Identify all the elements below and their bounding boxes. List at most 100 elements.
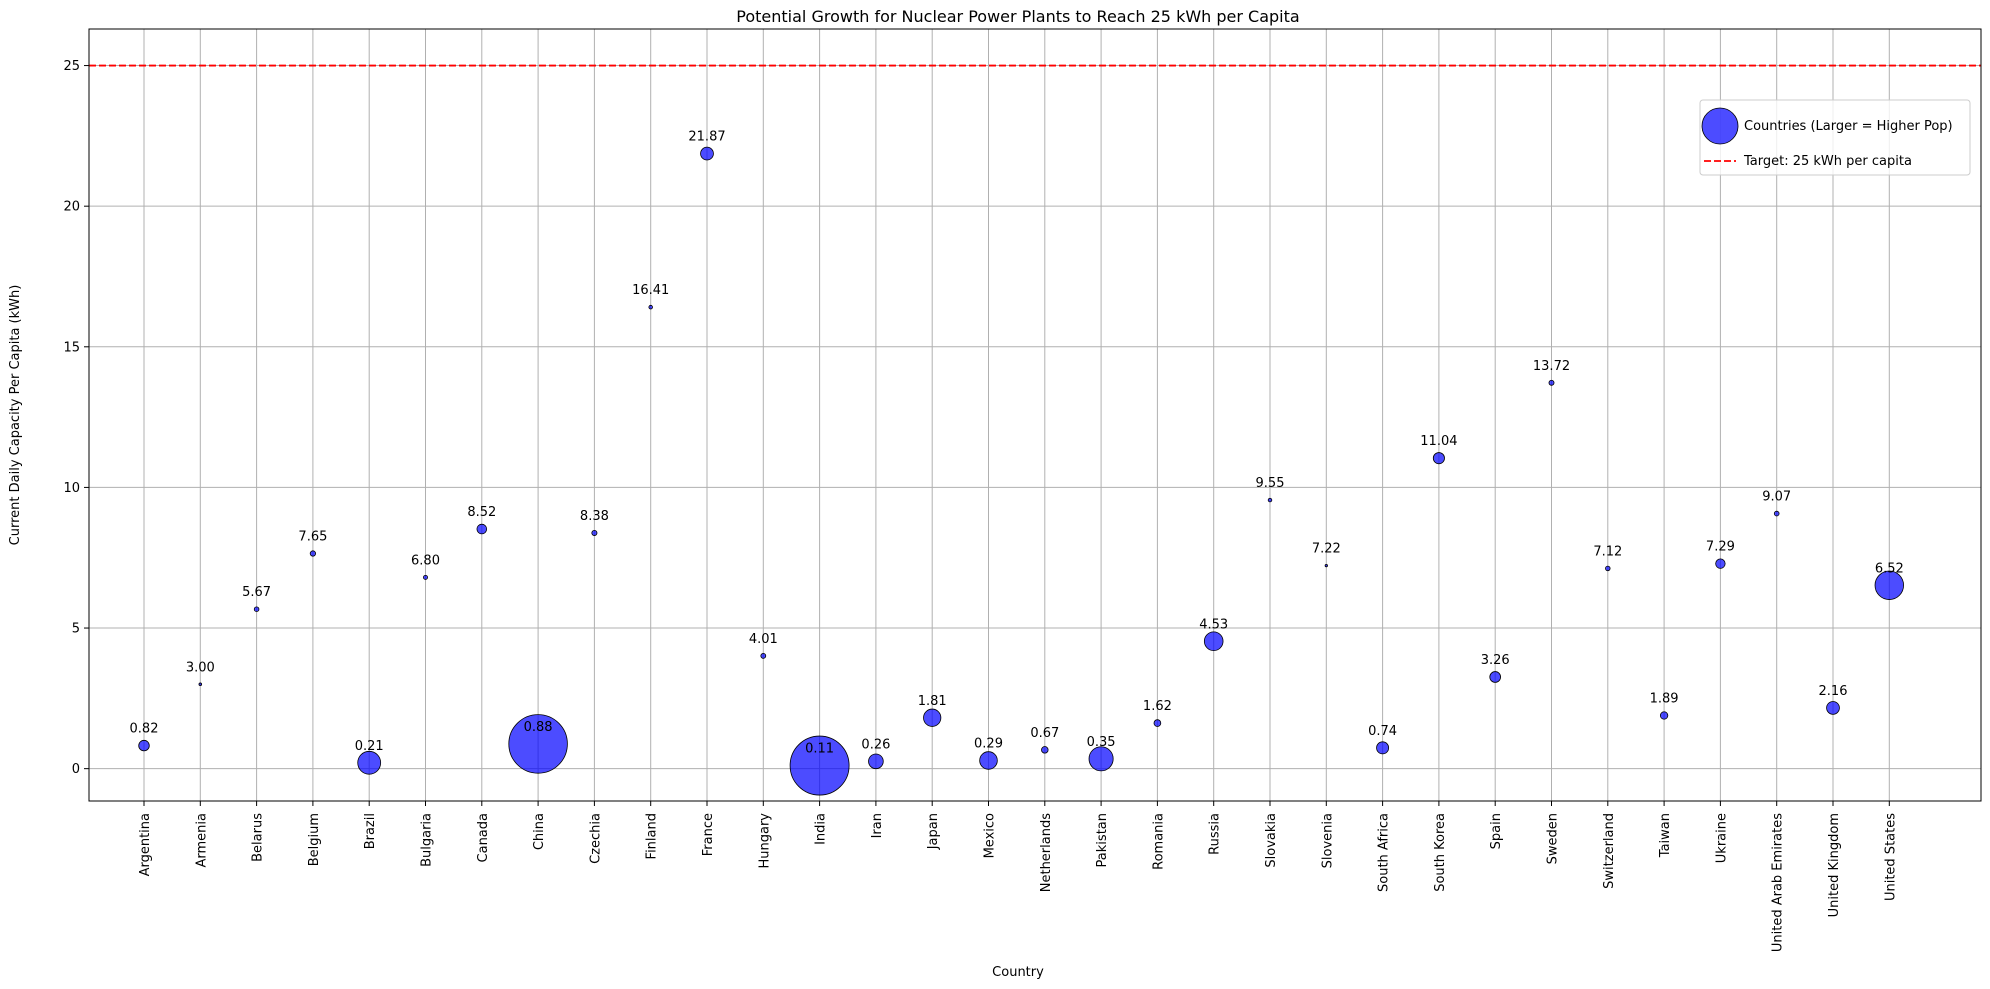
bubble (979, 751, 998, 770)
data-label: 1.89 (1650, 692, 1679, 707)
x-tick-label: United Arab Emirates (1771, 813, 1786, 952)
bubble (1605, 565, 1611, 572)
y-axis: 0 5 10 15 20 25 (63, 59, 89, 777)
bubble (1041, 746, 1049, 754)
bubble (476, 523, 488, 535)
bubble (1826, 701, 1840, 715)
x-tick-label: Canada (476, 813, 491, 862)
bubble (1088, 746, 1114, 772)
data-label: 2.16 (1819, 684, 1848, 699)
chart-title: Potential Growth for Nuclear Power Plant… (736, 7, 1299, 26)
x-tick-label: Spain (1489, 813, 1504, 849)
data-label: 7.29 (1706, 540, 1735, 555)
bubble-layer (138, 146, 1904, 796)
bubble (423, 574, 428, 580)
x-tick-label: Czechia (588, 813, 603, 864)
legend-series-label: Countries (Larger = Higher Pop) (1744, 119, 1953, 134)
x-tick-label: Switzerland (1602, 813, 1617, 889)
bubble (1432, 452, 1445, 465)
bubble (789, 735, 850, 796)
data-label: 5.67 (242, 585, 271, 600)
data-label: 0.29 (974, 737, 1003, 752)
bubble (309, 550, 316, 557)
data-label: 1.81 (918, 694, 947, 709)
bubble (198, 682, 203, 687)
x-tick-label: South Africa (1377, 813, 1392, 892)
bubble (591, 529, 598, 536)
legend: Countries (Larger = Higher Pop) Target: … (1699, 99, 1971, 176)
bubble (1153, 719, 1162, 727)
data-label: 7.22 (1312, 542, 1341, 557)
data-label: 0.26 (861, 737, 890, 752)
bubble (1773, 510, 1780, 517)
data-label: 0.74 (1368, 724, 1397, 739)
bubble (1659, 711, 1669, 720)
x-tick-label: Slovenia (1320, 813, 1335, 868)
bubble (138, 739, 150, 752)
x-tick-label: Iran (870, 813, 885, 838)
bubble (1715, 558, 1726, 569)
data-label: 6.52 (1875, 561, 1904, 576)
x-tick-label: Argentina (138, 813, 153, 876)
x-tick-label: Japan (926, 813, 941, 850)
bubble (357, 750, 382, 775)
legend-bubble-marker (1701, 107, 1739, 145)
x-tick-label: Netherlands (1039, 813, 1054, 892)
data-label: 8.52 (467, 505, 496, 520)
bubble (923, 708, 942, 727)
x-tick-label: Brazil (363, 813, 378, 849)
y-axis-label: Current Daily Capacity Per Capita (kWh) (8, 285, 23, 546)
data-label: 1.62 (1143, 699, 1172, 714)
bubble (1489, 671, 1501, 683)
x-tick-label: Romania (1151, 813, 1166, 870)
data-label: 3.00 (186, 660, 215, 675)
data-label: 11.04 (1420, 434, 1457, 449)
data-label: 16.41 (632, 283, 669, 298)
data-label: 0.82 (130, 722, 159, 737)
x-tick-label: Slovakia (1264, 813, 1279, 868)
x-tick-label: Taiwan (1658, 813, 1673, 858)
bubble (1267, 497, 1273, 503)
bubble (1874, 570, 1904, 600)
data-label: 0.21 (355, 739, 384, 754)
x-axis-label: Country (992, 965, 1044, 980)
data-label: 8.38 (580, 509, 609, 524)
y-tick-label: 10 (63, 481, 80, 496)
data-label: 9.55 (1256, 476, 1285, 491)
bubble (1324, 564, 1328, 568)
data-label: 0.35 (1087, 735, 1116, 750)
x-axis: Argentina Armenia Belarus Belgium Brazil Bulg… (138, 801, 1898, 952)
x-tick-label: Pakistan (1095, 813, 1110, 867)
x-tick-label: United States (1883, 813, 1898, 901)
x-tick-label: Sweden (1546, 813, 1561, 864)
bubble (1203, 631, 1224, 652)
x-tick-label: Russia (1208, 813, 1223, 855)
x-tick-label: Ukraine (1714, 813, 1729, 863)
x-tick-label: Hungary (757, 813, 772, 869)
bubble (508, 714, 568, 774)
bubble (253, 606, 260, 612)
x-tick-label: China (532, 813, 547, 850)
x-tick-label: France (701, 813, 716, 856)
data-label: 0.88 (524, 720, 553, 735)
y-tick-label: 25 (63, 59, 80, 74)
data-label: 4.01 (749, 632, 778, 647)
data-label: 3.26 (1481, 653, 1510, 668)
legend-box (1699, 99, 1971, 176)
x-tick-label: South Korea (1433, 813, 1448, 892)
y-tick-label: 15 (63, 340, 80, 355)
data-label: 13.72 (1533, 359, 1570, 374)
data-label: 21.87 (688, 130, 725, 145)
x-tick-label: Belgium (307, 813, 322, 866)
data-label: 9.07 (1762, 490, 1791, 505)
x-tick-label: United Kingdom (1827, 813, 1842, 917)
data-label: 0.11 (805, 742, 834, 757)
bubble (1548, 379, 1555, 386)
data-label: 6.80 (411, 553, 440, 568)
x-tick-label: Belarus (251, 813, 266, 862)
bubble (760, 653, 767, 659)
x-tick-label: Mexico (983, 813, 998, 858)
data-label: 7.12 (1593, 544, 1622, 559)
bubble (700, 146, 714, 161)
